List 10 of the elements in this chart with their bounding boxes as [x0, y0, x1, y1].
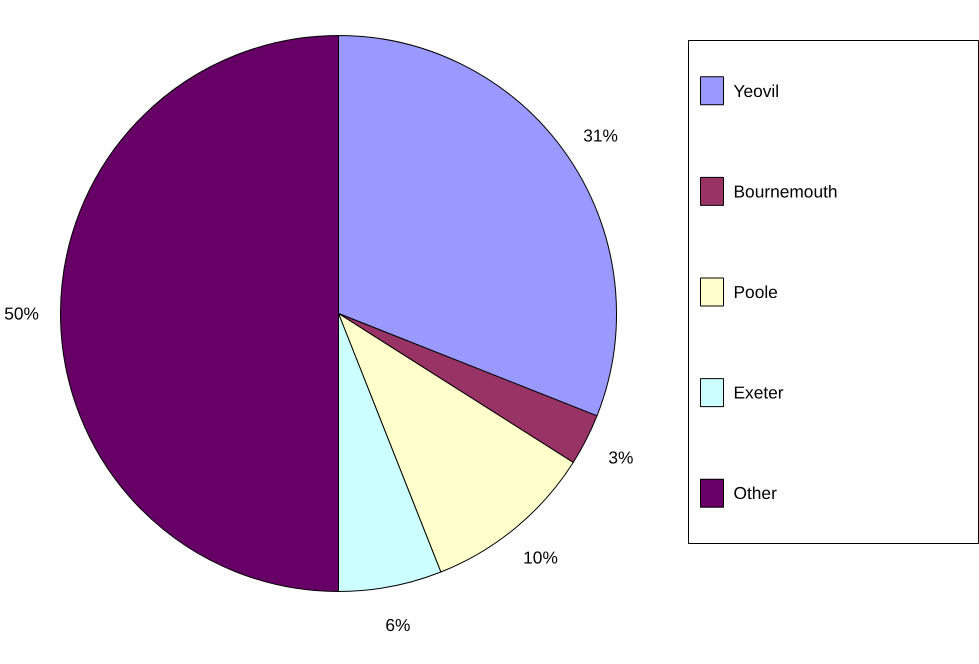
legend-label: Exeter [734, 382, 784, 403]
data-label: 6% [385, 614, 410, 635]
data-label: 31% [583, 125, 618, 146]
legend-label: Yeovil [734, 80, 780, 101]
data-label: 10% [523, 548, 558, 568]
data-label: 3% [608, 447, 634, 468]
legend-label: Bournemouth [734, 181, 838, 202]
legend-label: Poole [734, 282, 778, 302]
legend-label: Other [734, 483, 778, 504]
data-label: 50% [4, 304, 39, 324]
